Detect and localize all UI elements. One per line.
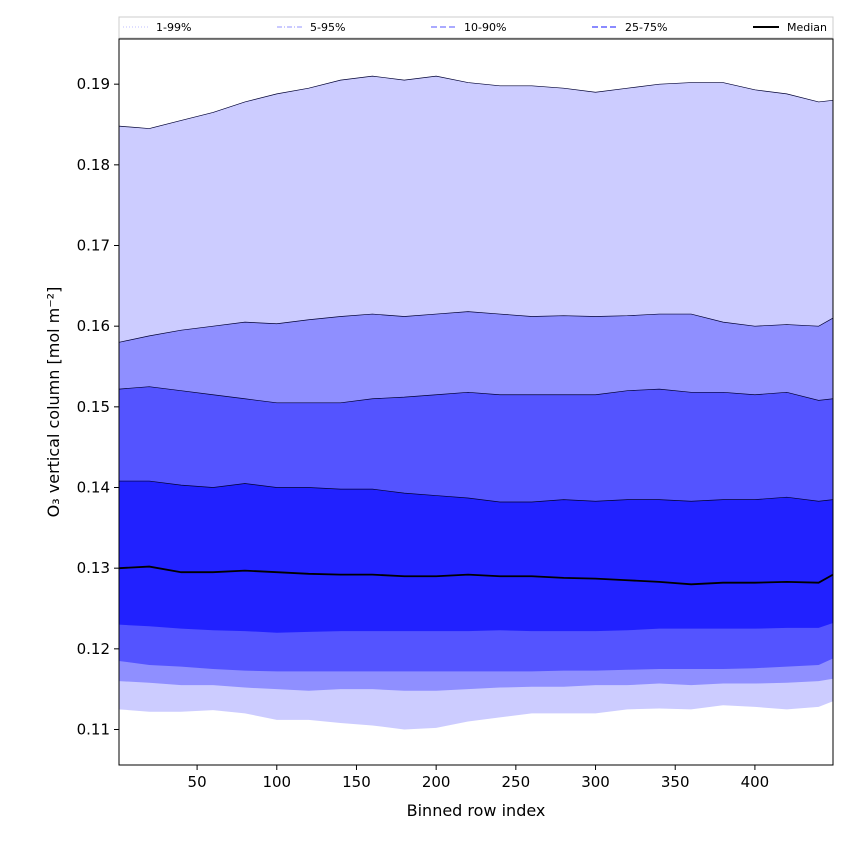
legend: 1-99% 5-95% 10-90% 25-75% Median [118, 16, 834, 39]
band-upper-edge-1-99- [118, 75, 834, 129]
plot-frame [118, 38, 834, 766]
y-tick-label: 0.19 [77, 75, 110, 93]
y-tick-label: 0.12 [77, 640, 110, 658]
legend-box [118, 16, 834, 39]
band-upper-edge-10-90- [118, 386, 834, 404]
x-tick-label: 350 [661, 773, 690, 791]
x-tick-label: 50 [188, 773, 207, 791]
legend-label-5-95-: 5-95% [310, 21, 345, 34]
y-tick-label: 0.13 [77, 559, 110, 577]
median-line [118, 565, 834, 586]
y-tick-label: 0.16 [77, 317, 110, 335]
band-upper-edge-25-75- [119, 480, 834, 503]
x-tick-label: 200 [422, 773, 451, 791]
legend-label-1-99-: 1-99% [156, 21, 191, 34]
y-tick-label: 0.15 [77, 398, 110, 416]
y-tick-label: 0.17 [77, 237, 110, 255]
x-tick-label: 250 [502, 773, 531, 791]
band-upper-edge-5-95- [118, 311, 834, 343]
y-axis-ticks: 0.11 0.12 0.13 0.14 0.15 0.16 0.17 0.18 0.19 [77, 75, 119, 739]
x-axis-label: Binned row index [407, 801, 546, 820]
percentile-bands [118, 75, 834, 730]
y-tick-label: 0.18 [77, 156, 110, 174]
y-tick-label: 0.14 [77, 479, 110, 497]
legend-label-25-75-: 25-75% [625, 21, 667, 34]
legend-label-10-90-: 10-90% [464, 21, 506, 34]
x-axis-ticks: 50 100 150 200 250 300 350 400 [188, 765, 770, 791]
x-tick-label: 100 [262, 773, 291, 791]
legend-label-median: Median [787, 21, 827, 34]
median-line-group [118, 565, 834, 586]
y-axis-label: O₃ vertical column [mol m⁻²] [44, 287, 63, 518]
y-tick-label: 0.11 [77, 721, 110, 739]
x-tick-label: 400 [741, 773, 770, 791]
x-tick-label: 300 [581, 773, 610, 791]
band-25-75- [119, 481, 833, 633]
x-tick-label: 150 [342, 773, 371, 791]
